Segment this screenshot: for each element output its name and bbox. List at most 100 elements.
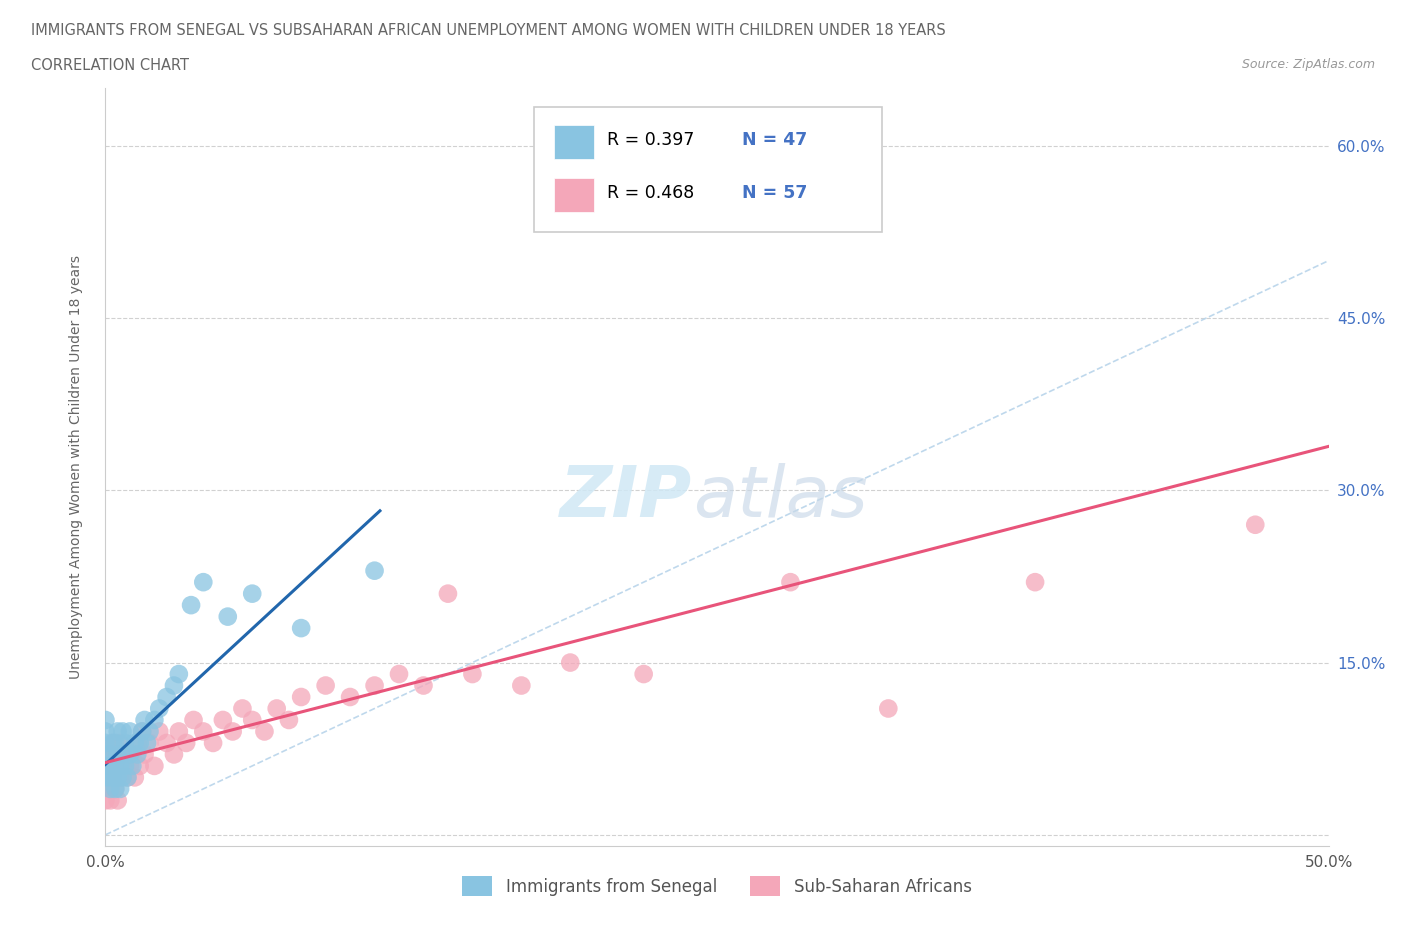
Point [97, 781, 120, 796]
Point [121, 759, 143, 774]
Point [118, 747, 141, 762]
Point [706, 195, 728, 210]
Point [127, 736, 149, 751]
Point [193, 575, 215, 590]
Point [114, 747, 136, 762]
Text: R = 0.397: R = 0.397 [607, 131, 695, 149]
Point [111, 724, 134, 739]
Point [107, 770, 129, 785]
Point [94, 770, 117, 785]
Point [118, 724, 141, 739]
FancyBboxPatch shape [533, 107, 882, 232]
Point [101, 770, 124, 785]
Point [111, 770, 134, 785]
Point [240, 712, 263, 727]
Text: Source: ZipAtlas.com: Source: ZipAtlas.com [1241, 58, 1375, 71]
Point [128, 736, 150, 751]
Point [363, 678, 385, 693]
Point [98, 759, 121, 774]
Point [98, 793, 121, 808]
Point [94, 736, 117, 751]
Point [290, 620, 312, 635]
Point [131, 724, 153, 739]
Point [560, 655, 582, 670]
Point [193, 724, 215, 739]
Point [339, 689, 361, 704]
Point [114, 759, 136, 774]
Point [94, 747, 117, 762]
Point [104, 781, 127, 796]
Point [94, 759, 117, 774]
Point [107, 793, 129, 808]
Point [108, 770, 131, 785]
Y-axis label: Unemployment Among Women with Children Under 18 years: Unemployment Among Women with Children U… [69, 256, 83, 679]
Point [388, 667, 411, 682]
Point [134, 712, 156, 727]
Point [94, 793, 117, 808]
Point [217, 609, 239, 624]
Point [118, 759, 141, 774]
Text: N = 57: N = 57 [741, 184, 807, 202]
Point [231, 701, 253, 716]
Point [117, 770, 139, 785]
Point [98, 759, 121, 774]
Point [253, 724, 276, 739]
Point [108, 736, 131, 751]
Point [510, 678, 533, 693]
Legend: Immigrants from Senegal, Sub-Saharan Africans: Immigrants from Senegal, Sub-Saharan Afr… [456, 870, 979, 902]
Point [127, 747, 149, 762]
Point [97, 747, 120, 762]
Bar [554, 178, 593, 212]
Point [111, 759, 134, 774]
Point [104, 759, 127, 774]
Point [461, 667, 484, 682]
Point [108, 759, 131, 774]
Point [1244, 517, 1267, 532]
Point [779, 575, 801, 590]
Point [143, 712, 166, 727]
Point [104, 747, 127, 762]
Point [124, 770, 146, 785]
Point [167, 667, 190, 682]
Point [94, 770, 117, 785]
Point [156, 689, 179, 704]
Point [98, 770, 121, 785]
Point [437, 586, 460, 601]
Point [107, 747, 129, 762]
Point [183, 712, 205, 727]
Point [131, 724, 153, 739]
Point [114, 736, 136, 751]
Point [221, 724, 243, 739]
Point [148, 701, 170, 716]
Point [148, 724, 170, 739]
Point [877, 701, 900, 716]
Point [163, 747, 186, 762]
Point [138, 724, 160, 739]
Point [101, 736, 124, 751]
Point [94, 712, 117, 727]
Point [212, 712, 235, 727]
Point [143, 759, 166, 774]
Point [117, 770, 139, 785]
Point [136, 736, 159, 751]
Point [633, 667, 655, 682]
Text: N = 47: N = 47 [741, 131, 807, 149]
Point [1024, 575, 1046, 590]
Text: CORRELATION CHART: CORRELATION CHART [31, 58, 188, 73]
Point [202, 736, 225, 751]
Point [156, 736, 179, 751]
Point [412, 678, 434, 693]
Point [121, 747, 143, 762]
Point [124, 736, 146, 751]
Point [111, 747, 134, 762]
Point [138, 736, 160, 751]
Point [98, 747, 121, 762]
Point [240, 586, 263, 601]
Point [107, 759, 129, 774]
Point [107, 724, 129, 739]
Point [98, 781, 121, 796]
Bar [554, 125, 593, 159]
Point [167, 724, 190, 739]
Point [290, 689, 312, 704]
Point [104, 781, 127, 796]
